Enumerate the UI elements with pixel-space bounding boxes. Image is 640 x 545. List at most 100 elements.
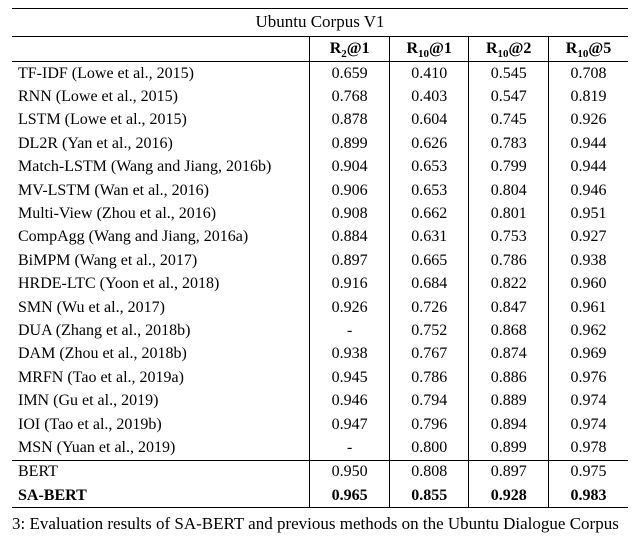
value-cell: 0.752 xyxy=(388,319,469,343)
value-cell: 0.653 xyxy=(388,155,469,179)
value-cell: 0.927 xyxy=(547,225,628,250)
metric-column-header: R10@5 xyxy=(547,37,628,62)
value-cell: 0.969 xyxy=(547,342,628,367)
table-row: IMN (Gu et al., 2019) 0.946 0.794 0.889 0.97… xyxy=(12,389,628,413)
value-cell: 0.899 xyxy=(468,436,549,461)
header-row: R2@1 R10@1 R10@2 R10@5 xyxy=(12,37,628,62)
value-cell: 0.906 xyxy=(309,178,390,203)
table-row: SMN (Wu et al., 2017) 0.926 0.726 0.847 0.96… xyxy=(12,295,628,320)
method-cell: HRDE-LTC (Yoon et al., 2018) xyxy=(18,275,220,293)
value-cell: 0.944 xyxy=(547,132,628,156)
value-cell: 0.926 xyxy=(309,295,390,320)
value-cell: 0.796 xyxy=(388,412,469,437)
method-cell: CompAgg (Wang and Jiang, 2016a) xyxy=(18,228,249,246)
value-cell: 0.884 xyxy=(309,225,390,250)
value-cell: 0.786 xyxy=(388,366,469,390)
value-cell: 0.786 xyxy=(468,249,549,273)
method-cell: MRFN (Tao et al., 2019a) xyxy=(18,368,184,386)
value-cell: 0.822 xyxy=(468,272,549,296)
table-row: BiMPM (Wang et al., 2017) 0.897 0.665 0.786… xyxy=(12,249,628,273)
value-cell: 0.928 xyxy=(468,484,549,508)
value-cell: 0.768 xyxy=(309,85,390,109)
value-cell: 0.403 xyxy=(388,85,469,109)
table-row: MSN (Yuan et al., 2019) -0.800 0.899 0.978 xyxy=(12,436,628,461)
value-cell: 0.547 xyxy=(468,85,549,109)
table-row: SA-BERT 0.965 0.855 0.928 0.983 xyxy=(12,484,628,508)
value-cell: 0.665 xyxy=(388,249,469,273)
method-cell: BERT xyxy=(12,459,310,485)
table-row: CompAgg (Wang and Jiang, 2016a) 0.884 0.63… xyxy=(12,225,628,250)
table-row: DL2R (Yan et al., 2016) 0.899 0.626 0.783 0.… xyxy=(12,132,628,156)
value-cell: 0.974 xyxy=(547,412,628,437)
value-cell: 0.983 xyxy=(547,484,628,508)
table-row: IOI (Tao et al., 2019b) 0.947 0.796 0.894 0.… xyxy=(12,412,628,437)
value-cell: 0.855 xyxy=(388,484,469,508)
table-row: DAM (Zhou et al., 2018b) 0.938 0.767 0.874 0… xyxy=(12,342,628,367)
method-cell: DUA (Zhang et al., 2018b) xyxy=(18,321,191,339)
table-title: Ubuntu Corpus V1 xyxy=(12,8,628,37)
value-cell: 0.938 xyxy=(547,249,628,273)
value-cell: 0.708 xyxy=(547,61,628,86)
results-table: R2@1 R10@1 R10@2 R10@5 TF-IDF (Lowe et al.,… xyxy=(12,37,628,509)
value-cell: 0.604 xyxy=(388,108,469,133)
value-cell: 0.653 xyxy=(388,178,469,203)
value-cell: 0.889 xyxy=(468,389,549,413)
metric-column-header: R10@2 xyxy=(468,37,549,62)
table-row: Multi-View (Zhou et al., 2016) 0.908 0.662… xyxy=(12,202,628,226)
value-cell: 0.950 xyxy=(309,459,390,485)
value-cell: 0.916 xyxy=(309,272,390,296)
method-column-header xyxy=(12,37,310,62)
metric-column-header: R2@1 xyxy=(309,37,390,62)
value-cell: 0.684 xyxy=(388,272,469,296)
value-cell: 0.794 xyxy=(388,389,469,413)
method-cell: Multi-View (Zhou et al., 2016) xyxy=(18,205,217,223)
value-cell: 0.945 xyxy=(309,366,390,390)
value-cell: 0.944 xyxy=(547,155,628,179)
value-cell: 0.878 xyxy=(309,108,390,133)
value-cell: 0.799 xyxy=(468,155,549,179)
table-row: DUA (Zhang et al., 2018b) -0.752 0.868 0.96… xyxy=(12,319,628,343)
value-cell: 0.897 xyxy=(309,249,390,273)
method-cell: MSN (Yuan et al., 2019) xyxy=(18,438,176,456)
value-cell: 0.904 xyxy=(309,155,390,179)
value-cell: 0.899 xyxy=(309,132,390,156)
value-cell: 0.946 xyxy=(309,389,390,413)
method-cell: SA-BERT xyxy=(18,486,87,504)
value-cell: 0.978 xyxy=(547,436,628,461)
value-cell: 0.631 xyxy=(388,225,469,250)
value-cell: 0.659 xyxy=(309,61,390,86)
value-cell: - xyxy=(309,319,390,343)
value-cell: 0.897 xyxy=(468,459,549,485)
method-cell: IMN (Gu et al., 2019) xyxy=(18,392,159,410)
table-row: TF-IDF (Lowe et al., 2015) 0.659 0.410 0.54… xyxy=(12,61,628,86)
value-cell: 0.745 xyxy=(468,108,549,133)
value-cell: 0.960 xyxy=(547,272,628,296)
table-body: TF-IDF (Lowe et al., 2015) 0.659 0.410 0.54… xyxy=(12,61,628,508)
value-cell: 0.894 xyxy=(468,412,549,437)
value-cell: 0.801 xyxy=(468,202,549,226)
value-cell: 0.926 xyxy=(547,108,628,133)
method-cell: RNN (Lowe et al., 2015) xyxy=(18,88,178,106)
value-cell: 0.783 xyxy=(468,132,549,156)
value-cell: 0.974 xyxy=(547,389,628,413)
value-cell: 0.819 xyxy=(547,85,628,109)
value-cell: 0.961 xyxy=(547,295,628,320)
method-cell: MV-LSTM (Wan et al., 2016) xyxy=(18,181,209,199)
method-cell: SMN (Wu et al., 2017) xyxy=(18,298,165,316)
value-cell: 0.804 xyxy=(468,178,549,203)
value-cell: 0.808 xyxy=(388,459,469,485)
value-cell: 0.847 xyxy=(468,295,549,320)
table-header: R2@1 R10@1 R10@2 R10@5 xyxy=(12,37,628,62)
value-cell: 0.410 xyxy=(388,61,469,86)
value-cell: 0.962 xyxy=(547,319,628,343)
value-cell: 0.868 xyxy=(468,319,549,343)
value-cell: 0.800 xyxy=(388,436,469,461)
table-row: LSTM (Lowe et al., 2015) 0.878 0.604 0.745 0… xyxy=(12,108,628,133)
method-cell: BiMPM (Wang et al., 2017) xyxy=(18,251,198,269)
table-caption: 3: Evaluation results of SA-BERT and pre… xyxy=(12,514,619,534)
value-cell: 0.908 xyxy=(309,202,390,226)
table-row: MRFN (Tao et al., 2019a) 0.945 0.786 0.886 0… xyxy=(12,366,628,390)
table-row: RNN (Lowe et al., 2015) 0.768 0.403 0.547 0.… xyxy=(12,85,628,109)
value-cell: 0.767 xyxy=(388,342,469,367)
